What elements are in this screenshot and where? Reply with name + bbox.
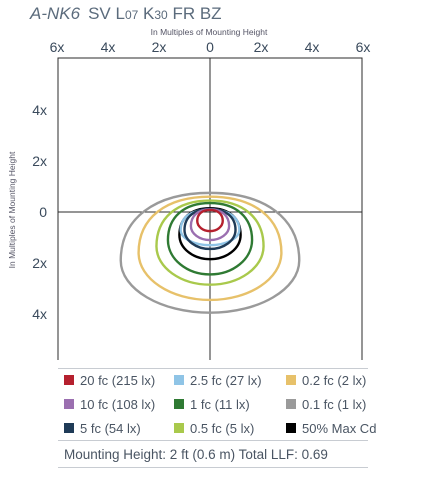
legend-label: 0.1 fc (1 lx) [302, 396, 367, 412]
chart-title: A-NK6 SV L07 K30 FR BZ [30, 4, 222, 24]
legend-swatch [286, 399, 296, 409]
y-tick-label: 0 [39, 204, 47, 220]
x-tick-label: 6x [50, 39, 65, 55]
x-tick-label: 2x [152, 39, 167, 55]
contour-20-line [196, 208, 224, 233]
model-name: A-NK6 [30, 4, 81, 23]
legend-item: 20 fc (215 lx) [58, 368, 168, 392]
x-tick-label: 4x [305, 39, 320, 55]
legend-swatch [64, 399, 74, 409]
legend-item: 50% Max Cd [280, 416, 376, 440]
legend-label: 0.5 fc (5 lx) [190, 420, 255, 436]
x-tick-label: 0 [206, 39, 214, 55]
contour-10-line [189, 208, 231, 242]
x-tick-label: 6x [356, 39, 371, 55]
plot-svg: 6x 4x 2x 0 2x 4x 6x 4x 2x 0 2x 4x [32, 39, 371, 360]
model-spec: SV L07 K30 FR BZ [88, 4, 222, 23]
legend-swatch [64, 423, 74, 433]
legend-item: 10 fc (108 lx) [58, 392, 168, 416]
legend: 20 fc (215 lx) 2.5 fc (27 lx) 0.2 fc (2 lx… [58, 368, 376, 440]
contour-0p2-line [137, 195, 283, 302]
y-tick-label: 2x [32, 153, 47, 169]
legend-swatch [286, 375, 296, 385]
legend-label: 10 fc (108 lx) [80, 396, 156, 412]
contour-5-line [183, 207, 237, 251]
x-tick-label: 4x [101, 39, 116, 55]
legend-item: 2.5 fc (27 lx) [168, 368, 280, 392]
legend-swatch [174, 399, 184, 409]
legend-divider [58, 368, 368, 369]
contour-1-line [166, 201, 254, 276]
y-tick-label: 2x [32, 255, 47, 271]
legend-label: 5 fc (54 lx) [80, 420, 141, 436]
legend-swatch [286, 423, 296, 433]
legend-label: 50% Max Cd [302, 420, 377, 436]
legend-label: 20 fc (215 lx) [80, 372, 156, 388]
legend-item: 0.2 fc (2 lx) [280, 368, 368, 392]
legend-label: 0.2 fc (2 lx) [302, 372, 367, 388]
legend-swatch [174, 423, 184, 433]
legend-item: 0.1 fc (1 lx) [280, 392, 368, 416]
isofootcandle-plot: In Multiples of Mounting Height In Multi… [7, 27, 371, 360]
legend-item: 1 fc (11 lx) [168, 392, 280, 416]
legend-item: 0.5 fc (5 lx) [168, 416, 280, 440]
x-tick-label: 2x [254, 39, 269, 55]
x-axis-title: In Multiples of Mounting Height [150, 27, 268, 37]
contour-0p5-line [155, 199, 265, 286]
legend-item: 5 fc (54 lx) [58, 416, 168, 440]
y-tick-label: 4x [32, 306, 47, 322]
legend-swatch [64, 375, 74, 385]
legend-swatch [174, 375, 184, 385]
contour-2p5-line [179, 208, 241, 247]
legend-label: 2.5 fc (27 lx) [190, 372, 262, 388]
contour-0p1-line [119, 191, 301, 314]
mounting-height-note: Mounting Height: 2 ft (0.6 m) Total LLF:… [58, 440, 368, 468]
y-tick-label: 4x [32, 102, 47, 118]
legend-label: 1 fc (11 lx) [190, 396, 250, 412]
